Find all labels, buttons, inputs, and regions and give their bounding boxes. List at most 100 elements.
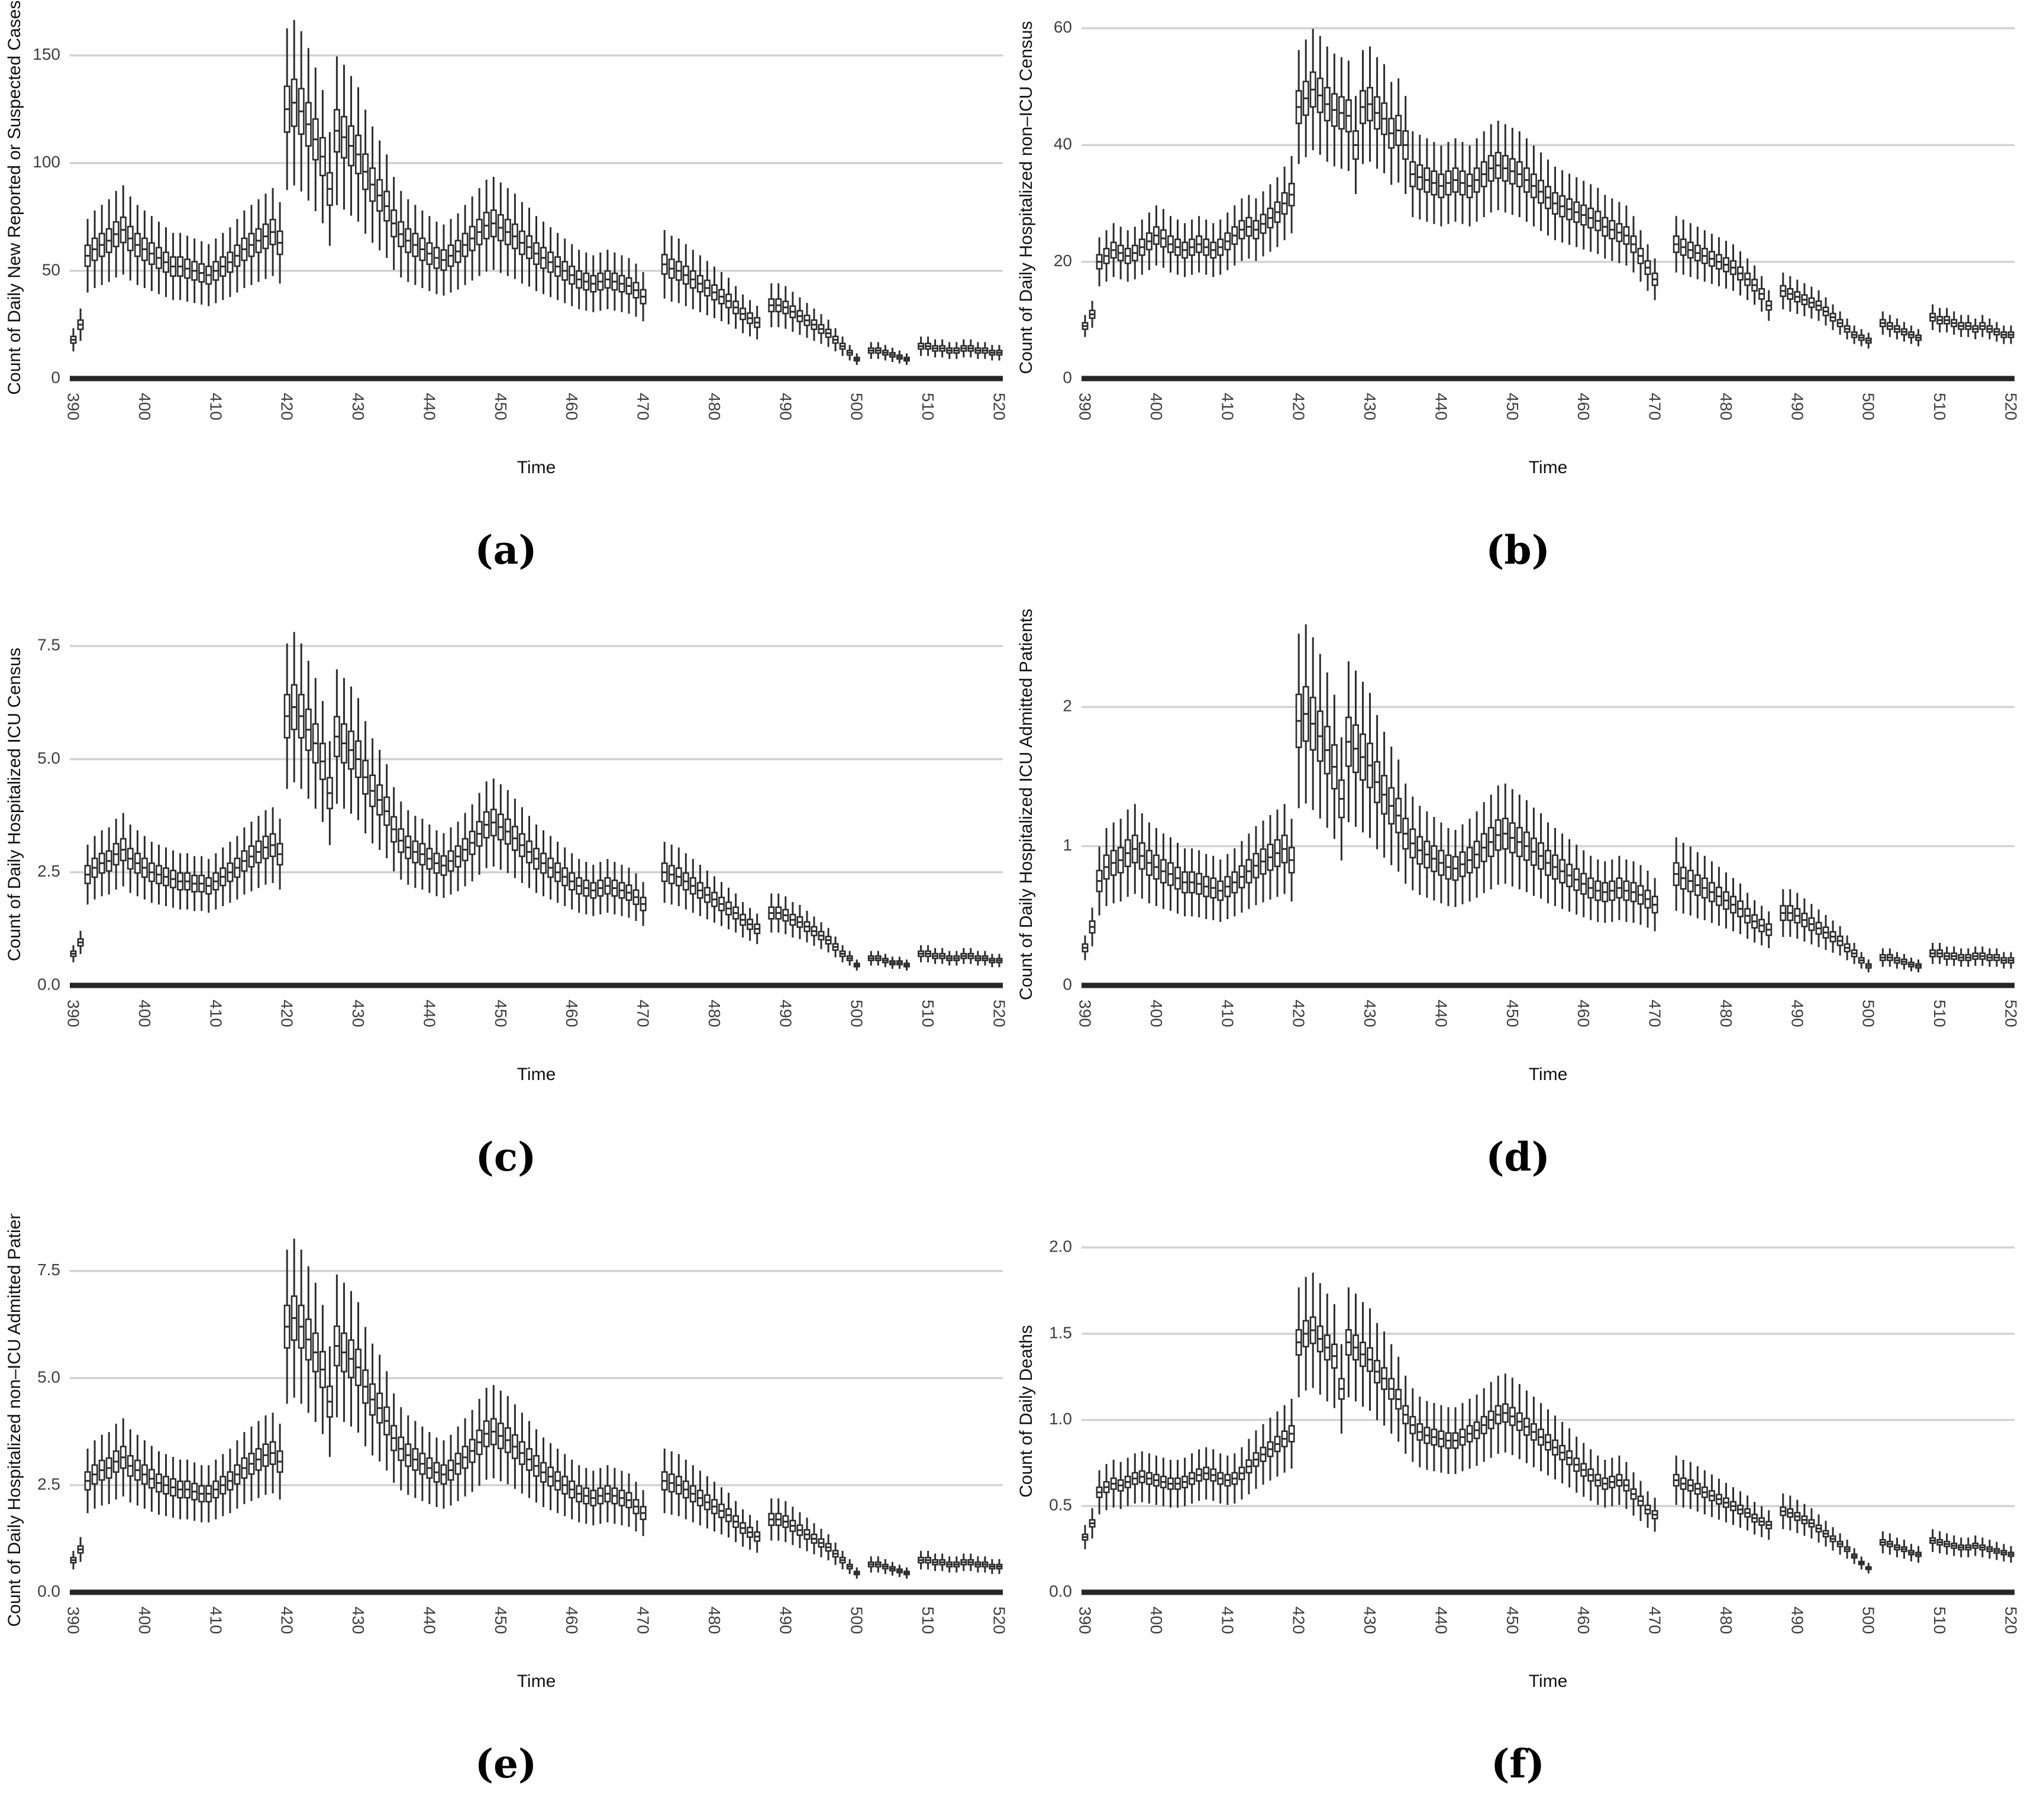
gridlines: [70, 645, 1003, 988]
svg-text:490: 490: [1788, 1606, 1806, 1634]
svg-text:390: 390: [1076, 1000, 1095, 1027]
svg-text:440: 440: [1432, 1606, 1450, 1634]
svg-text:50: 50: [42, 260, 60, 279]
y-axis: 0.0 2.5 5.0 7.5 Count of Daily Hospitalized …: [5, 636, 60, 994]
svg-text:510: 510: [1931, 393, 1949, 421]
svg-text:420: 420: [1290, 393, 1308, 421]
svg-text:460: 460: [1574, 393, 1593, 421]
svg-text:Time: Time: [1529, 1672, 1568, 1691]
svg-text:500: 500: [848, 393, 866, 421]
svg-text:450: 450: [492, 393, 510, 421]
svg-text:Time: Time: [517, 1672, 556, 1691]
svg-text:420: 420: [278, 393, 296, 421]
boxplot-chart-d: 0 1 2 Count of Daily Hospitalized ICU Admit…: [1012, 607, 2023, 1107]
panel-caption-a: (a): [474, 527, 537, 573]
x-axis: 390 400 410 420 430 440 450 460 470 480 490 500 510 5…: [64, 1000, 1009, 1084]
svg-text:390: 390: [64, 1000, 83, 1027]
svg-text:2.5: 2.5: [37, 862, 60, 880]
boxplot-svg-e: 0.0 2.5 5.0 7.5 Count of Daily Hospitalized …: [5, 1214, 1009, 1691]
svg-text:480: 480: [1717, 1606, 1735, 1634]
boxplot-svg-a: 0 50 100 150 Count of Daily New Reported or …: [5, 0, 1009, 477]
svg-text:420: 420: [278, 1000, 296, 1027]
boxplot-chart-e: 0.0 2.5 5.0 7.5 Count of Daily Hospitalized …: [0, 1214, 1012, 1714]
svg-text:430: 430: [349, 1000, 367, 1027]
svg-text:390: 390: [1076, 1606, 1095, 1634]
svg-text:430: 430: [349, 393, 367, 421]
svg-text:510: 510: [1931, 1000, 1949, 1027]
svg-text:Count of Daily Deaths: Count of Daily Deaths: [1016, 1325, 1036, 1498]
svg-text:430: 430: [1361, 1606, 1379, 1634]
svg-text:470: 470: [634, 1000, 653, 1027]
svg-text:410: 410: [206, 393, 225, 421]
gridlines: [1082, 1246, 2015, 1595]
boxplot-series: [1082, 28, 2015, 349]
svg-text:Time: Time: [1529, 458, 1568, 477]
svg-text:460: 460: [1574, 1000, 1593, 1027]
svg-text:Count of Daily Hospitalized no: Count of Daily Hospitalized non–ICU Cens…: [1016, 21, 1036, 374]
svg-text:500: 500: [1860, 1606, 1878, 1634]
svg-text:1.5: 1.5: [1049, 1323, 1072, 1341]
y-axis: 0 1 2 Count of Daily Hospitalized ICU Admit…: [1016, 609, 1072, 1000]
gridlines: [1082, 27, 2015, 382]
svg-text:2: 2: [1063, 697, 1072, 715]
svg-text:440: 440: [1432, 393, 1450, 421]
boxplot-svg-d: 0 1 2 Count of Daily Hospitalized ICU Admit…: [1016, 609, 2020, 1084]
svg-text:20: 20: [1054, 251, 1072, 270]
svg-text:440: 440: [420, 393, 438, 421]
boxplot-chart-a: 0 50 100 150 Count of Daily New Reported or …: [0, 0, 1012, 500]
svg-text:520: 520: [2002, 1606, 2020, 1634]
svg-text:430: 430: [349, 1606, 367, 1634]
svg-text:520: 520: [990, 1000, 1009, 1027]
svg-text:Time: Time: [517, 1065, 556, 1084]
svg-text:0: 0: [1063, 975, 1072, 993]
panel-caption-c: (c): [475, 1134, 537, 1180]
svg-text:520: 520: [990, 393, 1009, 421]
svg-text:470: 470: [1646, 1000, 1664, 1027]
x-axis: 390 400 410 420 430 440 450 460 470 480 490 500 510 5…: [64, 393, 1009, 477]
svg-text:Time: Time: [517, 458, 556, 477]
svg-text:7.5: 7.5: [37, 636, 60, 654]
svg-text:410: 410: [1218, 393, 1237, 421]
svg-text:460: 460: [563, 1000, 581, 1027]
panel-b: 0 20 40 60 Count of Daily Hospitalized non–I…: [1012, 0, 2024, 607]
panel-d: 0 1 2 Count of Daily Hospitalized ICU Admit…: [1012, 607, 2024, 1214]
svg-text:390: 390: [64, 393, 83, 421]
svg-text:150: 150: [33, 45, 60, 63]
boxplot-series: [1082, 1272, 2015, 1574]
boxplot-series: [70, 632, 1003, 971]
boxplot-chart-c: 0.0 2.5 5.0 7.5 Count of Daily Hospitalized …: [0, 607, 1012, 1107]
svg-text:2.5: 2.5: [37, 1475, 60, 1493]
svg-text:100: 100: [33, 153, 60, 171]
svg-text:500: 500: [848, 1000, 866, 1027]
svg-text:0: 0: [1063, 368, 1072, 386]
boxplot-series: [1082, 624, 2015, 972]
svg-text:470: 470: [634, 393, 653, 421]
svg-text:420: 420: [1290, 1606, 1308, 1634]
svg-text:480: 480: [1717, 393, 1735, 421]
svg-text:500: 500: [1860, 1000, 1878, 1027]
svg-text:510: 510: [919, 1000, 937, 1027]
x-axis: 390 400 410 420 430 440 450 460 470 480 490 500 510 5…: [64, 1606, 1009, 1691]
svg-text:0: 0: [51, 368, 60, 386]
svg-text:480: 480: [705, 1606, 724, 1634]
svg-text:490: 490: [1788, 393, 1806, 421]
svg-text:460: 460: [1574, 1606, 1593, 1634]
svg-text:420: 420: [1290, 1000, 1308, 1027]
svg-text:470: 470: [1646, 393, 1664, 421]
panel-caption-e: (e): [474, 1741, 537, 1787]
y-axis: 0.0 2.5 5.0 7.5 Count of Daily Hospitalized …: [5, 1214, 60, 1627]
svg-text:40: 40: [1054, 135, 1072, 153]
svg-text:400: 400: [135, 393, 154, 421]
panel-c: 0.0 2.5 5.0 7.5 Count of Daily Hospitalized …: [0, 607, 1012, 1214]
svg-text:400: 400: [1147, 1606, 1166, 1634]
svg-text:7.5: 7.5: [37, 1260, 60, 1279]
panel-a: 0 50 100 150 Count of Daily New Reported or …: [0, 0, 1012, 607]
svg-text:410: 410: [206, 1000, 225, 1027]
boxplot-svg-b: 0 20 40 60 Count of Daily Hospitalized non–I…: [1016, 18, 2020, 477]
svg-text:510: 510: [919, 1606, 937, 1634]
svg-text:500: 500: [848, 1606, 866, 1634]
boxplot-series: [70, 1239, 1003, 1579]
svg-text:2.0: 2.0: [1049, 1237, 1072, 1255]
svg-text:500: 500: [1860, 393, 1878, 421]
